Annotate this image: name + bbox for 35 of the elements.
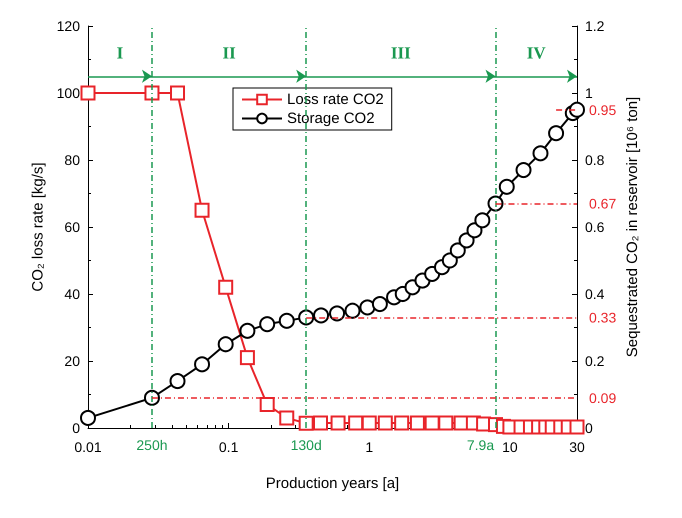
- ref-line-label: 0.33: [589, 309, 616, 326]
- y-tick-label: 0: [72, 420, 80, 436]
- annotation: II: [222, 43, 236, 62]
- y-axis-title: CO₂ loss rate [kg/s]: [30, 162, 47, 292]
- y2-tick-label: 0: [585, 420, 593, 436]
- y-tick-label: 120: [56, 18, 80, 34]
- ref-line-label: 0.09: [589, 390, 616, 406]
- x-tick-label: 0.01: [74, 439, 102, 455]
- ref-line-label: 250h: [136, 437, 168, 453]
- y2-tick-label: 0.4: [585, 286, 605, 302]
- y2-tick-label: 0.2: [585, 353, 605, 369]
- y2-tick-label: 0.6: [585, 219, 605, 235]
- y-tick-label: 100: [56, 85, 80, 101]
- y2-tick-label: 0.8: [585, 152, 605, 168]
- legend-label: Storage CO2: [287, 110, 375, 127]
- y-tick-label: 20: [64, 353, 80, 369]
- ref-line-label: 0.95: [589, 102, 616, 118]
- ref-line-label: 130d: [290, 437, 322, 453]
- x-axis-title: Production years [a]: [266, 475, 400, 492]
- x-tick-label: 30: [569, 439, 585, 455]
- ref-line-label: 7.9a: [466, 437, 494, 453]
- x-tick-label: 10: [502, 439, 518, 455]
- annotation: III: [390, 43, 412, 62]
- y2-tick-label: 1.2: [585, 18, 605, 34]
- ref-line-label: 0.67: [589, 196, 616, 212]
- y-tick-label: 40: [64, 286, 80, 302]
- y2-tick-label: 1: [585, 85, 593, 101]
- y2-axis-title: Sequestrated CO₂ in reservoir [10⁶ ton]: [624, 96, 641, 358]
- x-tick-label: 0.1: [218, 439, 239, 455]
- y-tick-label: 80: [64, 152, 80, 168]
- x-tick-label: 1: [365, 439, 374, 455]
- annotation: IV: [526, 43, 546, 62]
- annotation: I: [116, 43, 124, 62]
- legend-label: Loss rate CO2: [287, 91, 384, 108]
- y-tick-label: 60: [64, 219, 80, 235]
